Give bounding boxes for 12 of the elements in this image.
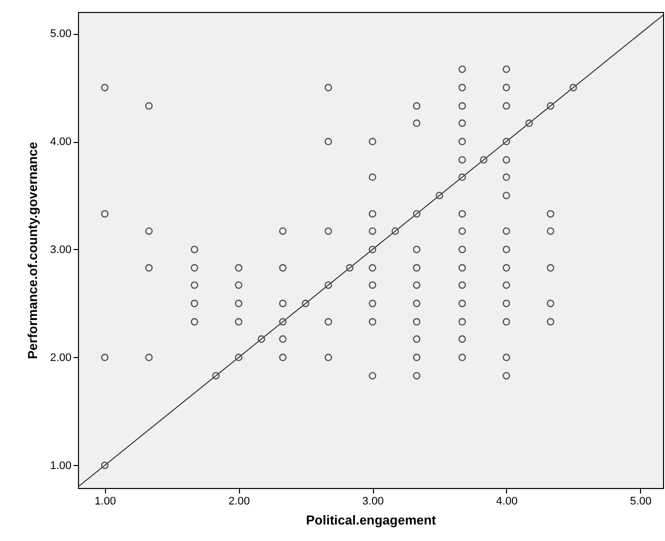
x-tick-label: 2.00 [228,496,250,508]
y-axis-title: Performance.of.county.governance [25,142,40,360]
x-tick-label: 5.00 [630,496,652,508]
y-tick-label: 2.00 [50,352,72,364]
y-tick-label: 5.00 [50,28,72,40]
x-axis-title: Political.engagement [306,512,437,528]
x-tick-label: 1.00 [94,496,116,508]
y-tick-label: 3.00 [50,244,72,256]
y-tick-label: 4.00 [50,136,72,148]
x-tick-label: 3.00 [362,496,384,508]
y-tick-label: 1.00 [50,460,72,472]
x-tick-label: 4.00 [496,496,518,508]
